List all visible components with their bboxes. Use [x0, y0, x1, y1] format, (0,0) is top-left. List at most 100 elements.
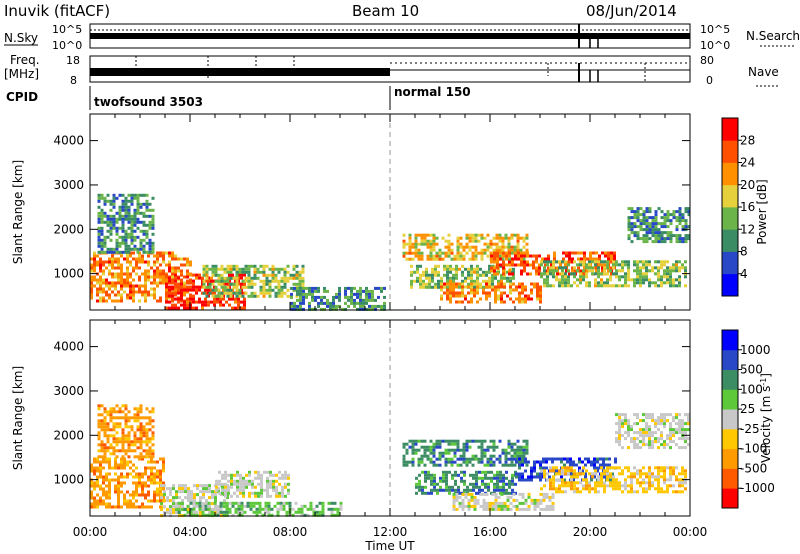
echo-cell — [120, 299, 123, 303]
echo-cell — [687, 234, 691, 238]
echo-cell — [274, 276, 278, 280]
echo-cell — [112, 410, 116, 414]
echo-cell — [440, 297, 443, 301]
echo-cell — [314, 298, 317, 302]
echo-cell — [669, 266, 672, 270]
echo-cell — [687, 428, 690, 432]
echo-cell — [654, 440, 657, 444]
echo-cell — [108, 463, 111, 467]
echo-cell — [127, 247, 131, 251]
echo-cell — [115, 449, 119, 453]
echo-cell — [302, 292, 305, 296]
echo-cell — [505, 254, 508, 258]
echo-cell — [117, 496, 120, 500]
echo-cell — [142, 244, 146, 248]
echo-cell — [600, 278, 603, 282]
echo-cell — [493, 485, 496, 489]
echo-cell — [258, 504, 262, 508]
echo-cell — [106, 413, 110, 417]
echo-cell — [615, 431, 618, 435]
echo-cell — [509, 291, 512, 295]
echo-cell — [594, 281, 597, 285]
echo-cell — [195, 276, 198, 280]
echo-cell — [293, 286, 296, 290]
echo-cell — [642, 234, 646, 238]
echo-cell — [97, 443, 101, 447]
echo-cell — [301, 267, 305, 271]
echo-cell — [511, 488, 514, 492]
echo-cell — [215, 488, 218, 492]
nsearch-tick-top: 10^5 — [700, 23, 730, 36]
echo-cell — [150, 281, 153, 285]
echo-cell — [459, 245, 463, 249]
echo-cell — [162, 278, 165, 282]
echo-cell — [96, 499, 99, 503]
echo-cell — [274, 273, 278, 277]
echo-cell — [482, 288, 485, 292]
echo-cell — [151, 208, 155, 212]
echo-cell — [265, 273, 269, 277]
echo-cell — [558, 266, 561, 270]
echo-cell — [482, 279, 485, 283]
echo-cell — [538, 269, 541, 273]
echo-cell — [511, 482, 514, 486]
echo-cell — [280, 285, 284, 289]
echo-cell — [624, 422, 627, 426]
echo-cell — [481, 482, 484, 486]
echo-cell — [93, 254, 96, 258]
echo-cell — [582, 487, 585, 491]
echo-cell — [444, 457, 448, 461]
echo-cell — [153, 481, 156, 485]
echo-cell — [514, 257, 517, 261]
echo-cell — [618, 472, 621, 476]
echo-cell — [402, 242, 406, 246]
echo-cell — [651, 231, 655, 235]
echo-cell — [106, 410, 110, 414]
echo-cell — [542, 495, 546, 499]
echo-cell — [130, 416, 134, 420]
echo-cell — [177, 297, 180, 301]
echo-cell — [329, 301, 332, 305]
echo-cell — [539, 492, 543, 496]
echo-cell — [459, 251, 463, 255]
echo-cell — [612, 263, 615, 267]
echo-cell — [202, 496, 205, 500]
echo-cell — [226, 496, 229, 500]
velocity-x-ticks — [89, 320, 691, 516]
echo-cell — [624, 487, 627, 491]
echo-cell — [471, 245, 475, 249]
echo-cell — [591, 472, 594, 476]
echo-cell — [535, 260, 538, 264]
echo-cell — [492, 236, 496, 240]
echo-cell — [681, 481, 684, 485]
echo-cell — [502, 254, 505, 258]
echo-cell — [474, 257, 478, 261]
echo-cell — [359, 304, 362, 308]
echo-cell — [290, 301, 293, 305]
echo-cell — [633, 472, 636, 476]
echo-cell — [174, 297, 177, 301]
echo-cell — [263, 470, 266, 474]
colorbar-segment — [722, 162, 738, 186]
echo-cell — [639, 431, 642, 435]
echo-cell — [471, 239, 475, 243]
echo-cell — [103, 220, 107, 224]
echo-cell — [485, 270, 488, 274]
echo-cell — [124, 404, 128, 408]
echo-cell — [162, 275, 165, 279]
echo-cell — [439, 479, 442, 483]
echo-cell — [508, 482, 511, 486]
echo-cell — [271, 270, 275, 274]
echo-cell — [99, 463, 102, 467]
echo-cell — [254, 494, 257, 498]
echo-cell — [323, 301, 326, 305]
echo-cell — [540, 272, 543, 276]
echo-cell — [193, 496, 196, 500]
echo-cell — [124, 238, 128, 242]
echo-cell — [359, 301, 362, 305]
echo-cell — [165, 300, 168, 304]
echo-cell — [474, 245, 478, 249]
echo-cell — [540, 260, 543, 264]
echo-cell — [624, 272, 627, 276]
echo-cell — [405, 463, 409, 467]
